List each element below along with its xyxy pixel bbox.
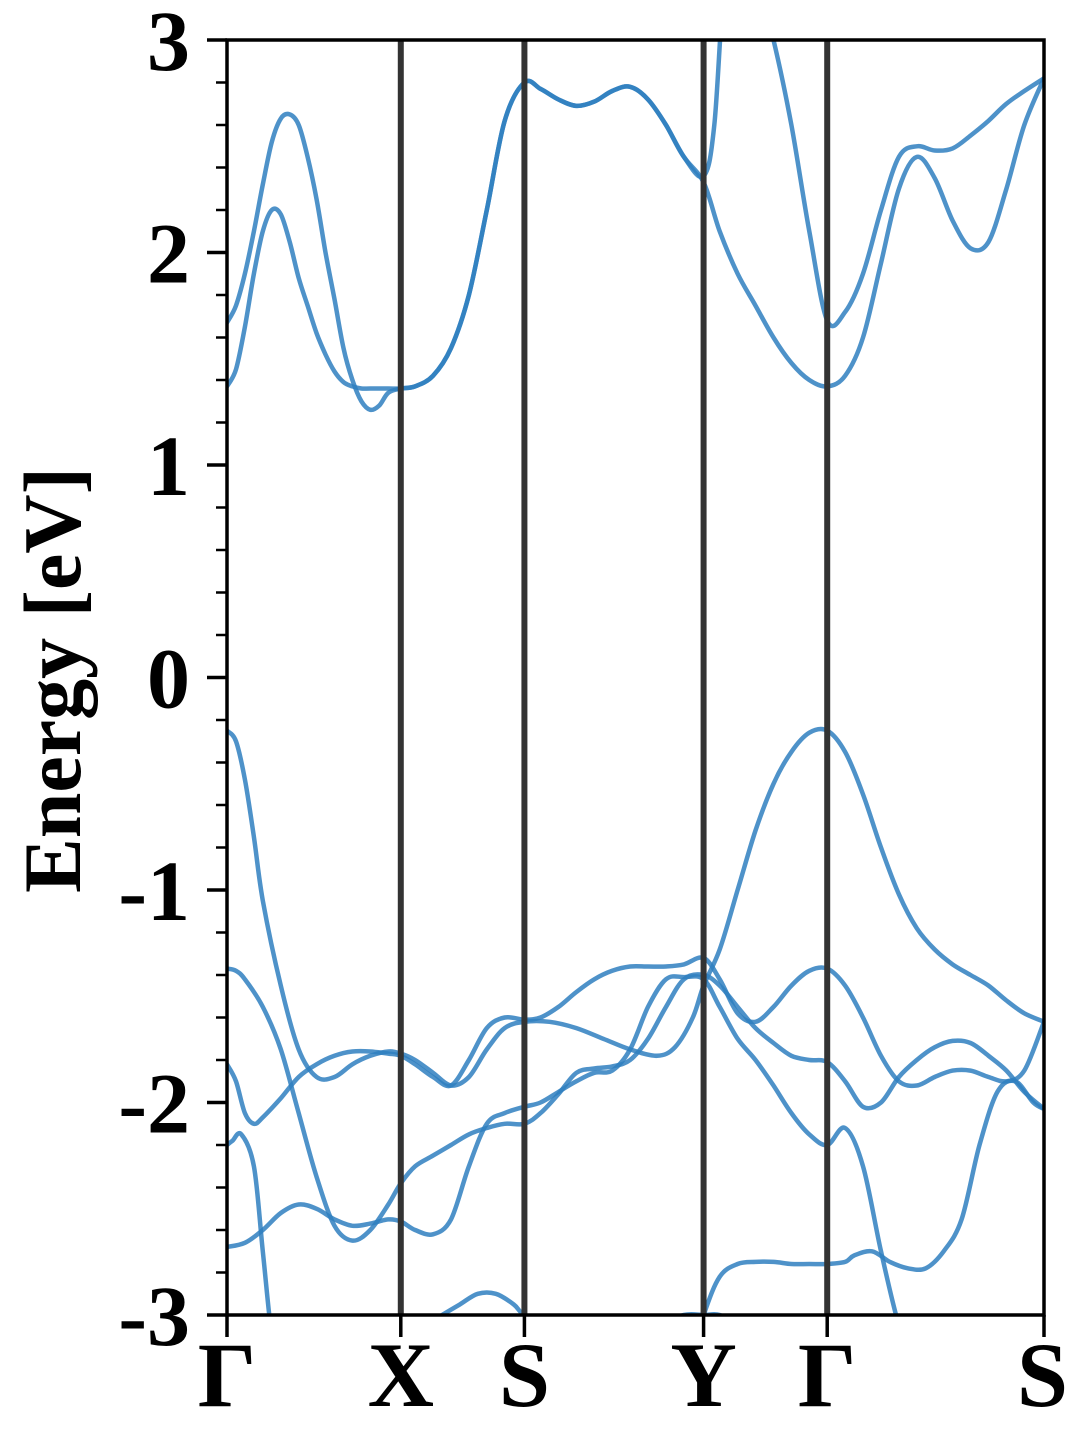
y-ticks-layer: 3 2 1 0 -1 -2 -3 (118, 0, 227, 1364)
band-line-5 (227, 966, 1044, 1243)
band-line-8 (227, 76, 1044, 391)
x-tick-label-5: Γ (798, 1324, 857, 1426)
band-line-2 (227, 1078, 1044, 1315)
band-line-7 (227, 40, 1044, 413)
x-tick-label-2: X (368, 1324, 434, 1426)
x-tick-label-3: S (499, 1324, 550, 1426)
y-tick-label-2: 2 (147, 206, 190, 302)
bands-layer (227, 40, 1044, 1315)
plot-frame (225, 38, 1046, 1317)
band-line-1 (437, 1290, 726, 1315)
kpoint-lines-layer (397, 40, 831, 1315)
band-line-4 (227, 955, 1044, 1127)
band-line-6 (227, 726, 1044, 1088)
x-tick-label-4: Y (670, 1324, 736, 1426)
y-tick-label-4: 0 (147, 631, 190, 727)
y-tick-label-5: -1 (118, 843, 190, 939)
y-tick-label-7: -3 (118, 1268, 190, 1364)
band-line-3 (227, 974, 899, 1315)
x-tick-label-1: Γ (198, 1324, 257, 1426)
y-tick-label-6: -2 (118, 1056, 190, 1152)
y-tick-label-1: 3 (147, 0, 190, 89)
y-axis-label: Energy [eV] (7, 467, 98, 893)
y-tick-label-3: 1 (147, 418, 190, 514)
x-tick-label-6: S (1017, 1324, 1068, 1426)
